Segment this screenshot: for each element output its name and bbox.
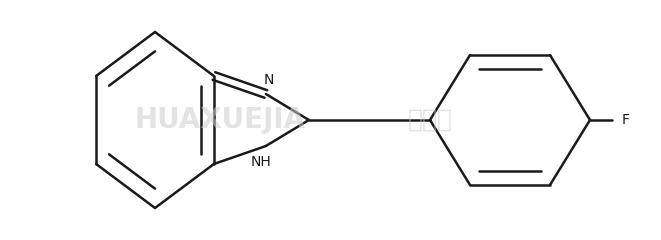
Text: NH: NH [251,155,271,169]
Text: HUAXUEJIA: HUAXUEJIA [134,106,305,134]
Text: N: N [264,73,274,87]
Text: 化学加: 化学加 [407,108,453,132]
Text: F: F [622,113,630,127]
